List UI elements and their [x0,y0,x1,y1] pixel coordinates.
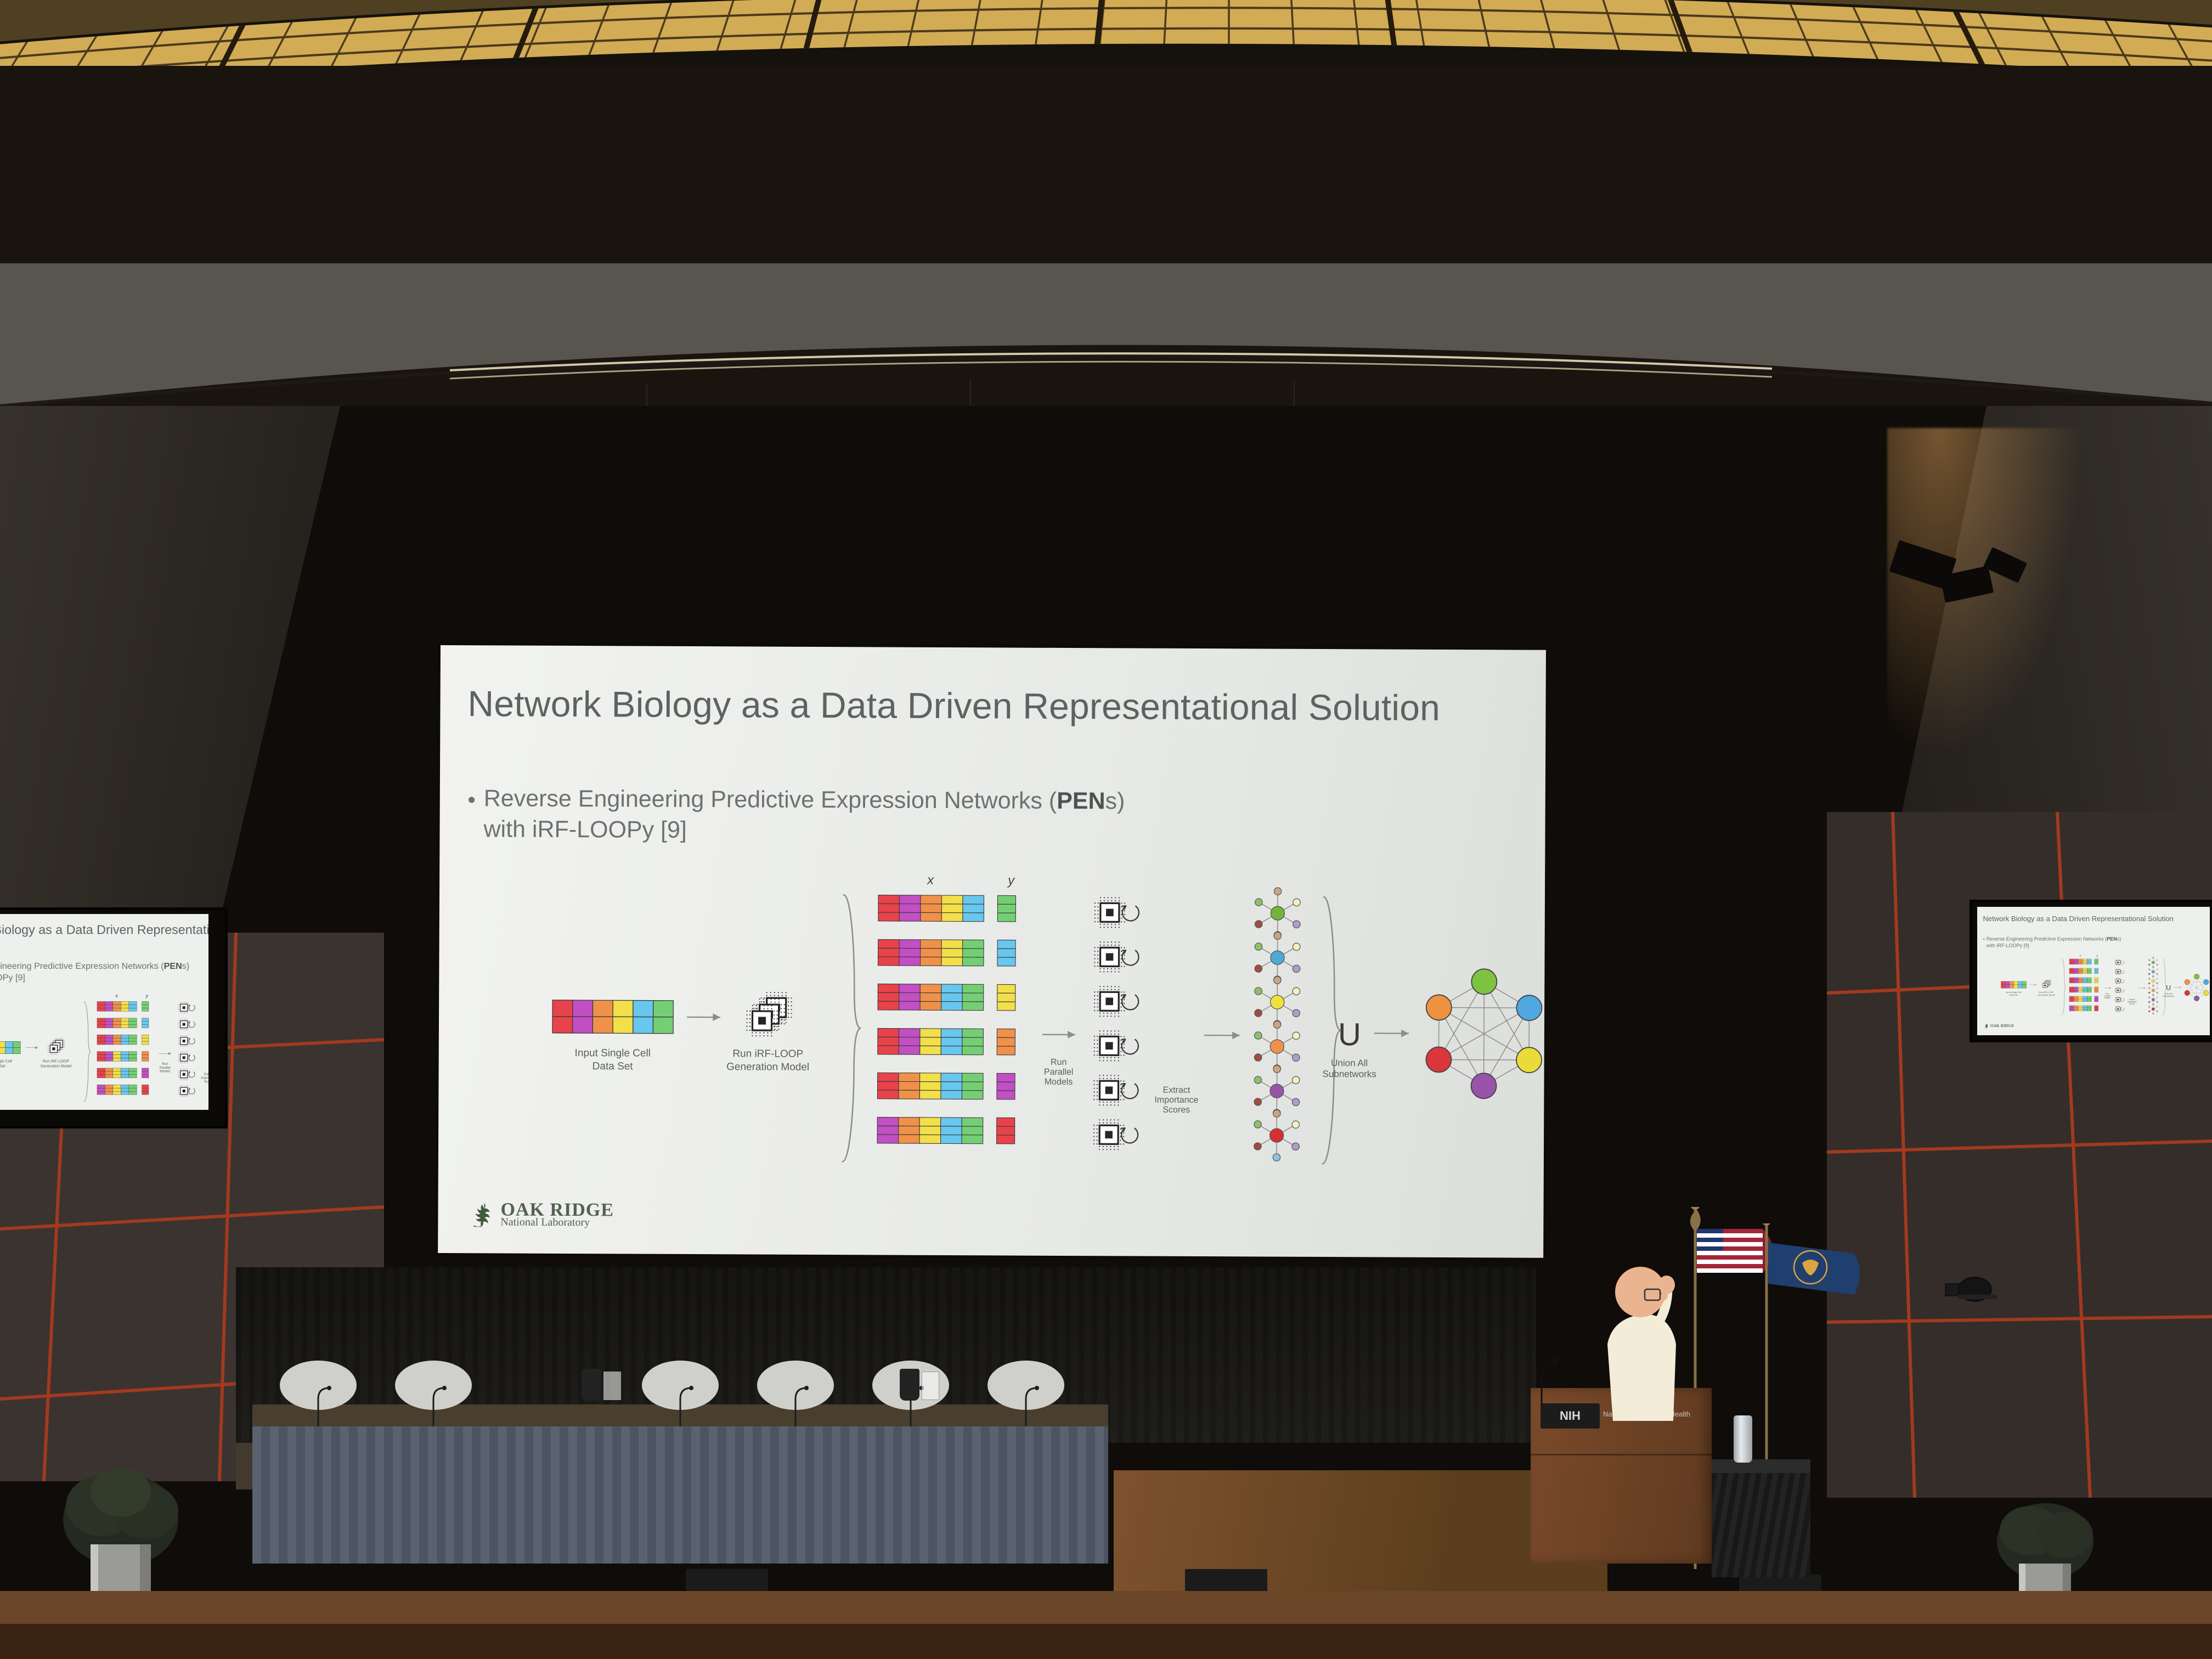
svg-text:Run iRF-LOOP: Run iRF-LOOP [732,1048,803,1060]
svg-text:Data Set: Data Set [2010,994,2018,996]
svg-text:Subnetworks: Subnetworks [1322,1069,1376,1079]
svg-text:Parallel: Parallel [1044,1068,1073,1077]
svg-text:y: y [145,993,149,998]
svg-text:y: y [2096,955,2098,958]
svg-text:Generation Model: Generation Model [726,1061,809,1073]
svg-text:Importance: Importance [201,1077,208,1080]
svg-text:Data Set: Data Set [592,1060,634,1072]
svg-text:Models: Models [1045,1077,1073,1087]
svg-text:Run: Run [162,1063,168,1066]
svg-text:Subnetworks: Subnetworks [2163,995,2174,997]
svg-text:Scores: Scores [204,1080,208,1084]
svg-text:Importance: Importance [1154,1096,1198,1105]
svg-text:Union All: Union All [1331,1058,1368,1068]
svg-text:Data Set: Data Set [0,1064,5,1069]
svg-text:x: x [115,993,118,998]
svg-text:Models: Models [2104,997,2111,999]
svg-text:Scores: Scores [1163,1105,1190,1115]
svg-text:Generation Model: Generation Model [41,1064,72,1069]
svg-text:U: U [2166,984,2171,992]
svg-text:Run: Run [1051,1058,1066,1067]
svg-text:Run iRF-LOOP: Run iRF-LOOP [43,1059,69,1064]
svg-text:Input Single Cell: Input Single Cell [575,1047,651,1059]
svg-text:Extract: Extract [1163,1086,1190,1095]
svg-text:Input Single Cell: Input Single Cell [0,1059,12,1064]
svg-text:Models: Models [160,1070,170,1074]
svg-text:Generation Model: Generation Model [2038,994,2055,996]
svg-text:x: x [927,873,934,888]
svg-text:x: x [2079,955,2081,958]
svg-text:Scores: Scores [2129,1003,2135,1005]
svg-text:Parallel: Parallel [160,1066,171,1070]
svg-text:U: U [1338,1017,1361,1052]
svg-text:y: y [1007,873,1015,888]
svg-text:Extract: Extract [204,1073,208,1076]
